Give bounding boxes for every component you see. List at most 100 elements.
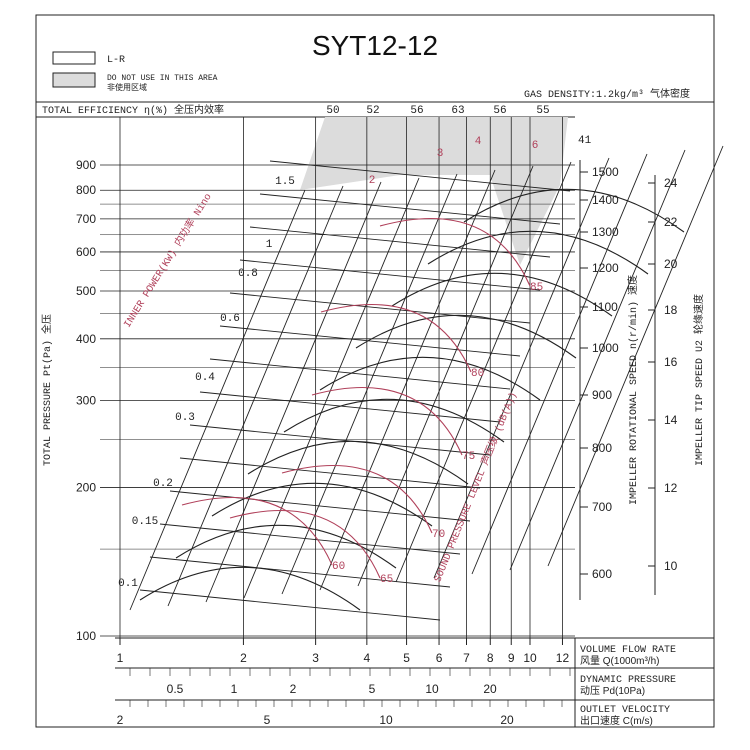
power-line [209,358,511,390]
power-line [269,160,571,192]
power-line [139,589,441,621]
speed-tick: 700 [592,500,612,514]
top-right-label: 41 [578,135,592,147]
performance-curve [355,314,577,359]
power-curve-label: 4 [475,136,482,148]
sound-curve [311,387,463,456]
speed-line [243,177,420,599]
speed-line [547,145,724,567]
dynamic-pressure-label: DYNAMIC PRESSURE [580,675,676,686]
legend-sublabel-no-use: 非使用区域 [107,82,147,92]
flow-tick: 2 [240,651,247,665]
speed-tick: 1400 [592,193,619,207]
legend: L-R DO NOT USE IN THIS AREA 非使用区域 [52,51,218,92]
speed-axis-ticks: 1500 1400 1300 1200 1100 1000 900 800 700 600 [580,165,619,581]
flow-tick: 1 [117,651,124,665]
flow-tick: 9 [508,651,515,665]
flow-axis-label-cn: 风量 Q(1000m³/h) [580,655,659,667]
sound-curve [281,465,433,534]
legend-swatch-no-use [52,72,96,88]
efficiency-ticks: 50 52 56 63 56 55 [326,105,549,117]
tip-speed-tick: 22 [664,215,678,229]
pressure-axis-label: TOTAL PRESSURE Pt(Pa) 全压 [40,314,54,466]
power-curve-label: 1 [266,239,273,251]
sound-curve [181,497,333,566]
power-curve-label: 6 [532,140,539,152]
sound-curve [320,304,472,373]
power-curve-label: 1.5 [275,176,295,188]
speed-tick: 900 [592,388,612,402]
power-line [169,490,471,522]
pressure-tick: 800 [76,183,96,197]
flow-tick: 12 [556,651,570,665]
tip-speed-tick: 10 [664,559,678,573]
power-line [159,523,461,555]
speed-tick: 800 [592,441,612,455]
power-lines [139,160,685,621]
outlet-velocity-tick: 20 [500,713,514,727]
sound-curve-label: 60 [332,561,345,573]
legend-swatch-lr [52,51,96,65]
speed-line [319,169,496,591]
performance-curve [211,482,433,527]
sound-curve-label: 80 [471,368,484,380]
no-use-area [300,117,568,265]
sound-curves-label: SOUND PRESSURE LEVEL 声压级 (dB(A)) [431,390,520,584]
dynamic-pressure-tick: 10 [425,682,439,696]
pressure-axis-ticks: 900 800 700 600 500 400 300 200 100 [76,158,96,643]
efficiency-tick: 63 [451,105,464,117]
power-curve-label: 0.15 [132,516,158,528]
power-line [149,556,451,588]
sound-curve-label: 85 [530,282,543,294]
performance-curve [427,230,649,275]
power-line [219,325,521,357]
sound-curves: 60 65 70 75 80 85 [181,218,543,586]
speed-tick: 1200 [592,261,619,275]
performance-curve [319,356,541,401]
dynamic-pressure-tick: 1 [231,682,238,696]
pressure-tick: 900 [76,158,96,172]
power-curve-label: 0.6 [220,313,240,325]
tip-speed-tick: 12 [664,481,678,495]
flow-axis-label: VOLUME FLOW RATE [580,645,676,656]
power-line [249,226,551,258]
flow-tick: 5 [403,651,410,665]
sound-curve-label: 70 [432,529,445,541]
gas-density-label: GAS DENSITY:1.2kg/m³ 气体密度 [524,87,690,101]
performance-curve [247,440,469,485]
pressure-tick: 600 [76,245,96,259]
efficiency-tick: 50 [326,105,339,117]
chart-title: SYT12-12 [312,30,438,61]
performance-curve [283,398,505,443]
performance-curve [391,272,613,317]
speed-tick: 600 [592,567,612,581]
flow-axis-ticks: 1 2 3 4 5 6 7 8 9 10 12 [117,638,570,665]
sound-curve-label: 75 [462,451,475,463]
flow-tick: 6 [436,651,443,665]
power-line [179,457,481,489]
sound-curve-label: 65 [380,574,393,586]
dynamic-pressure-tick: 5 [369,682,376,696]
pressure-tick: 400 [76,332,96,346]
tip-speed-tick: 24 [664,176,678,190]
power-line [229,292,531,324]
page-border [35,14,715,728]
power-curve-label: 0.8 [238,268,258,280]
power-curve-label: 0.4 [195,372,215,384]
flow-tick: 10 [523,651,537,665]
outlet-velocity-ticks: 2 5 10 20 [117,700,563,727]
efficiency-tick: 56 [493,105,506,117]
pressure-tick: 200 [76,480,96,494]
power-curve-label: 2 [369,175,376,187]
speed-line [509,149,686,571]
flow-tick: 7 [463,651,470,665]
power-line [239,259,541,291]
speed-line [129,189,306,611]
power-line [199,391,501,423]
sound-curve [379,218,531,287]
curve-labels: 0.1 0.15 0.2 0.3 0.4 0.6 0.8 1 1.5 2 3 4 6 [118,136,538,590]
power-curve-label: 0.2 [153,478,173,490]
dynamic-pressure-tick: 20 [483,682,497,696]
speed-line [357,165,534,587]
